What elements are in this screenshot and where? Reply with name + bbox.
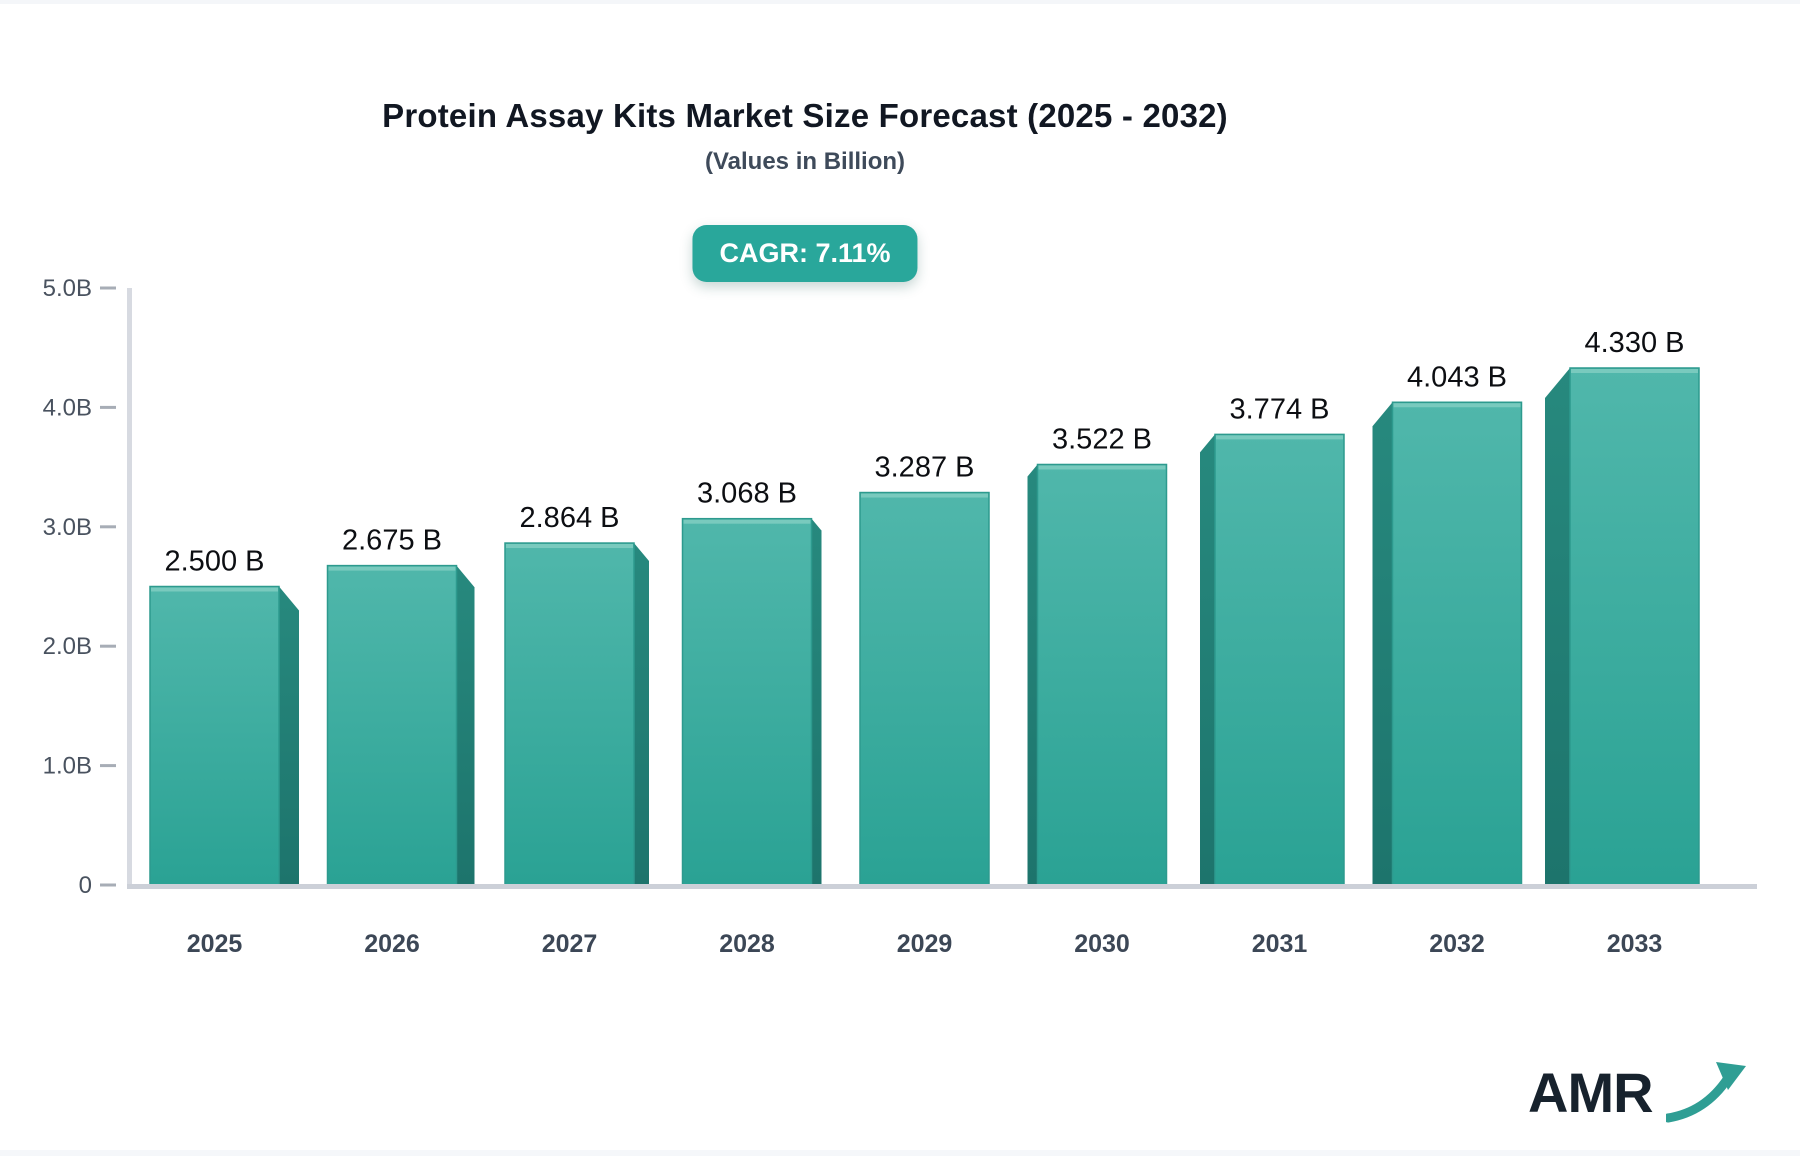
trend-arrow-icon (1666, 1062, 1746, 1123)
y-tick-dash (100, 883, 116, 887)
x-axis-label: 2028 (719, 930, 775, 958)
y-tick-label: 2.0B (43, 633, 92, 660)
bar-2029: 3.287 B 2029 (859, 452, 990, 958)
bar-front-face (504, 542, 635, 886)
bar-side-face (811, 518, 822, 885)
bar-2030: 3.522 B 2030 (1027, 423, 1168, 958)
bar-top-highlight (683, 519, 811, 524)
y-tick-label: 4.0B (43, 394, 92, 421)
x-axis-label: 2029 (897, 930, 953, 958)
bar-side-face (279, 586, 299, 885)
x-axis-label: 2026 (364, 930, 420, 958)
bar-side-face (1372, 402, 1393, 885)
chart-subtitle: (Values in Billion) (704, 148, 906, 175)
bar-top-highlight (1038, 465, 1166, 470)
bar-2028: 3.068 B 2028 (681, 478, 822, 958)
bar-top-highlight (1571, 368, 1698, 373)
bar-side-face (634, 543, 649, 885)
y-tick-dash (100, 286, 116, 290)
bar-front-face (859, 491, 990, 886)
y-tick-dash (100, 764, 116, 768)
bar-2025: 2.500 B 2025 (149, 546, 299, 958)
x-axis-label: 2032 (1429, 930, 1485, 958)
bar-value-label: 4.043 B (1407, 361, 1507, 393)
bar-side-face (1200, 434, 1215, 885)
x-axis-label: 2033 (1607, 930, 1663, 958)
y-tick-label: 0 (79, 872, 92, 899)
amr-logo-text: AMR (1528, 1061, 1654, 1124)
y-tick-dash (100, 525, 116, 529)
bar-top-highlight (861, 493, 988, 498)
bar-front-face (326, 564, 458, 886)
bar-front-face (681, 517, 813, 886)
y-tick-dash (100, 644, 116, 648)
bar-top-highlight (328, 566, 456, 571)
bar-value-label: 2.675 B (342, 525, 442, 557)
bar-value-label: 2.864 B (520, 502, 620, 534)
amr-logo: AMR (1528, 1052, 1748, 1132)
bar-side-face (456, 565, 475, 885)
bar-front-face (149, 585, 280, 886)
x-axis-label: 2025 (187, 930, 243, 958)
x-axis-label: 2027 (542, 930, 598, 958)
bar-value-label: 3.522 B (1052, 423, 1152, 455)
bar-side-face (1027, 464, 1038, 885)
bar-front-face (1391, 401, 1523, 886)
x-axis-line (127, 884, 1757, 889)
bar-value-label: 2.500 B (165, 546, 265, 578)
bar-2027: 2.864 B 2027 (504, 502, 649, 958)
bar-2032: 4.043 B 2032 (1372, 361, 1523, 958)
bar-top-highlight (151, 587, 278, 592)
y-tick-label: 1.0B (43, 753, 92, 780)
bar-value-label: 3.287 B (875, 452, 975, 484)
bar-2033: 4.330 B 2033 (1545, 327, 1700, 958)
bar-front-face (1036, 463, 1168, 886)
bar-top-highlight (1216, 435, 1343, 440)
bar-value-label: 4.330 B (1585, 327, 1685, 359)
bar-front-face (1569, 367, 1700, 886)
bar-2031: 3.774 B 2031 (1200, 393, 1345, 958)
bar-top-highlight (506, 544, 633, 549)
chart-title: Protein Assay Kits Market Size Forecast … (382, 97, 1228, 134)
bar-2026: 2.675 B 2026 (326, 525, 475, 958)
x-axis-label: 2031 (1252, 930, 1308, 958)
y-tick-label: 3.0B (43, 514, 92, 541)
bar-value-label: 3.774 B (1230, 393, 1330, 425)
bar-front-face (1214, 433, 1345, 886)
y-tick-dash (100, 405, 116, 409)
cagr-badge: CAGR: 7.11% (692, 225, 918, 282)
x-axis-label: 2030 (1074, 930, 1130, 958)
bar-top-highlight (1393, 403, 1521, 408)
y-axis-line (127, 288, 132, 888)
bar-value-label: 3.068 B (697, 478, 797, 510)
bar-side-face (1545, 367, 1570, 885)
y-tick-label: 5.0B (43, 275, 92, 302)
